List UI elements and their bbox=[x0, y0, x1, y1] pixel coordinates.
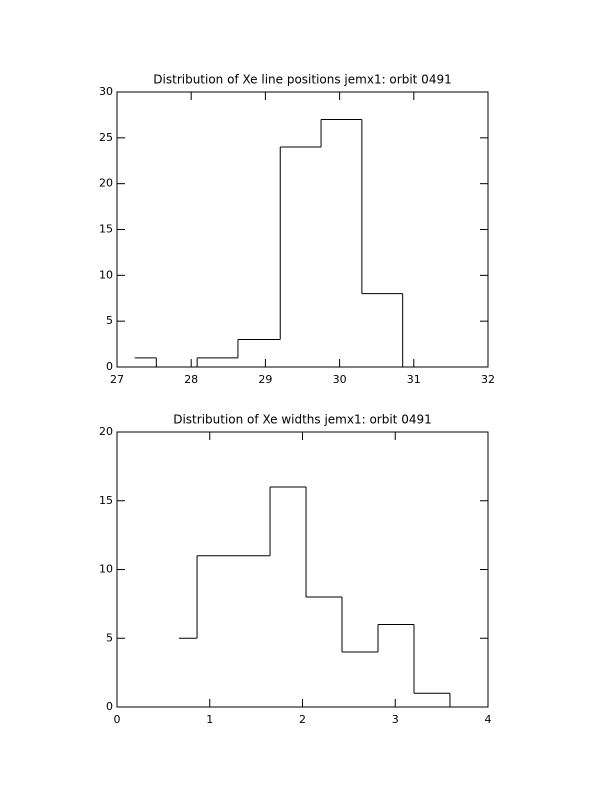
x-tick-label: 0 bbox=[114, 713, 121, 726]
y-tick-label: 15 bbox=[99, 223, 113, 236]
x-tick-label: 32 bbox=[481, 373, 495, 386]
y-tick-label: 5 bbox=[106, 314, 113, 327]
x-tick-label: 3 bbox=[392, 713, 399, 726]
y-tick-label: 15 bbox=[99, 494, 113, 507]
chart-title: Distribution of Xe widths jemx1: orbit 0… bbox=[173, 413, 432, 427]
x-tick-label: 30 bbox=[333, 373, 347, 386]
y-tick-label: 5 bbox=[106, 631, 113, 644]
x-tick-label: 29 bbox=[258, 373, 272, 386]
x-tick-label: 28 bbox=[184, 373, 198, 386]
chart-title: Distribution of Xe line positions jemx1:… bbox=[153, 73, 451, 87]
x-tick-label: 4 bbox=[485, 713, 492, 726]
y-tick-label: 10 bbox=[99, 268, 113, 281]
x-tick-label: 1 bbox=[206, 713, 213, 726]
y-tick-label: 10 bbox=[99, 563, 113, 576]
y-tick-label: 20 bbox=[99, 177, 113, 190]
y-tick-label: 30 bbox=[99, 85, 113, 98]
x-tick-label: 27 bbox=[110, 373, 124, 386]
x-tick-label: 31 bbox=[407, 373, 421, 386]
y-tick-label: 0 bbox=[106, 700, 113, 713]
y-tick-label: 20 bbox=[99, 425, 113, 438]
y-tick-label: 25 bbox=[99, 131, 113, 144]
x-tick-label: 2 bbox=[299, 713, 306, 726]
y-tick-label: 0 bbox=[106, 360, 113, 373]
